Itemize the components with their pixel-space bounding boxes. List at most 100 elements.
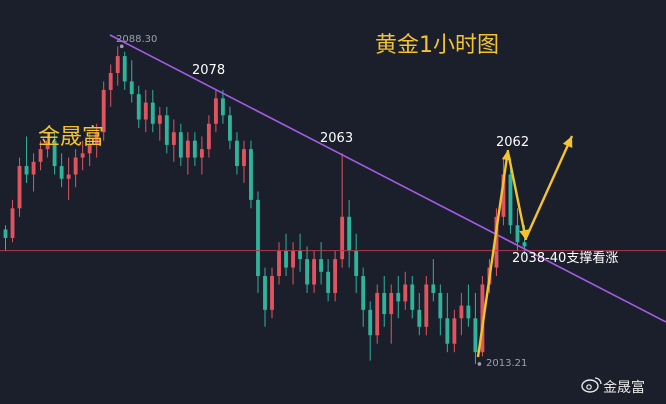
candle-body xyxy=(73,157,78,175)
annotation-label: 2088.30 xyxy=(116,34,157,45)
candle-body xyxy=(389,292,394,315)
candle xyxy=(192,132,197,167)
candle-body xyxy=(403,284,408,302)
candle xyxy=(494,208,499,277)
candle-body xyxy=(164,115,169,145)
annotation-label: 2038-40支撑看涨 xyxy=(512,250,618,266)
candle xyxy=(368,301,373,361)
candle-body xyxy=(312,259,317,285)
candle xyxy=(410,276,415,319)
candle-body xyxy=(438,292,443,319)
candle-body xyxy=(319,259,324,272)
candle-body xyxy=(396,292,401,302)
candle xyxy=(94,123,99,158)
candle-body xyxy=(333,259,338,293)
candle xyxy=(340,153,345,268)
candle xyxy=(199,136,204,175)
candle-body xyxy=(80,153,85,158)
candle-body xyxy=(501,174,506,217)
annotation-label: 2078 xyxy=(192,63,225,78)
weibo-icon xyxy=(581,377,602,393)
candle-body xyxy=(38,149,43,162)
candle-body xyxy=(298,250,302,260)
candle-body xyxy=(150,102,155,124)
candle xyxy=(17,157,22,217)
chart-title: 黄金1小时图 xyxy=(375,33,499,58)
candle xyxy=(333,250,338,302)
candle-body xyxy=(235,140,239,167)
candle xyxy=(445,292,450,353)
candle xyxy=(382,276,387,327)
candle xyxy=(3,225,8,251)
candle xyxy=(291,242,295,285)
candle-body xyxy=(228,115,232,141)
candle-body xyxy=(326,271,331,293)
candle-body xyxy=(445,318,450,344)
candle xyxy=(501,157,506,226)
candle xyxy=(220,89,225,124)
candle-body xyxy=(122,56,127,82)
candle-body xyxy=(87,144,92,154)
annotation-label: 2063 xyxy=(320,131,353,146)
candle-body xyxy=(494,216,499,268)
candle xyxy=(354,233,359,293)
candle xyxy=(87,132,92,167)
candle-body xyxy=(270,276,274,310)
candle-body xyxy=(213,98,218,124)
candle-body xyxy=(361,276,366,310)
candle-body xyxy=(192,140,197,158)
candle-body xyxy=(277,250,281,277)
candle-body xyxy=(17,166,22,209)
candle xyxy=(24,136,29,183)
candle xyxy=(185,132,190,175)
candle-body xyxy=(45,140,50,150)
candle-body xyxy=(515,225,520,243)
candle-body xyxy=(452,318,457,344)
candle-body xyxy=(424,284,429,327)
candle xyxy=(73,149,78,188)
candle xyxy=(459,292,464,336)
candle xyxy=(115,46,120,86)
candle xyxy=(122,51,127,90)
candle-body xyxy=(410,284,415,310)
candle-body xyxy=(305,259,310,285)
arrows xyxy=(476,135,574,358)
candle-body xyxy=(284,250,288,268)
candle xyxy=(466,284,471,327)
candle-body xyxy=(199,149,204,158)
candle-body xyxy=(354,250,359,277)
candle xyxy=(270,267,274,319)
candle xyxy=(136,85,141,128)
candle-body xyxy=(368,309,373,336)
candle-body xyxy=(206,123,211,150)
candle xyxy=(242,140,246,183)
candle-body xyxy=(263,276,267,310)
candle-body xyxy=(459,305,464,319)
candle xyxy=(347,199,352,268)
candle-body xyxy=(220,98,225,116)
candle xyxy=(473,292,478,364)
watermark-label: 金晟富 xyxy=(603,379,645,396)
candle xyxy=(171,119,176,162)
candle-body xyxy=(347,216,352,251)
candle-body xyxy=(136,94,141,120)
candle xyxy=(312,250,317,293)
candle-body xyxy=(185,140,190,158)
candle xyxy=(424,276,429,336)
candle-body xyxy=(157,115,162,124)
trendline xyxy=(109,34,666,323)
candle-body xyxy=(108,72,113,90)
annotation-label: 2013.21 xyxy=(486,358,527,369)
candle xyxy=(129,60,134,103)
candle-body xyxy=(178,132,183,158)
candle xyxy=(206,115,211,158)
candle-body xyxy=(508,174,513,226)
candle xyxy=(80,140,85,171)
candle-body xyxy=(249,149,253,200)
candle-body xyxy=(52,140,57,167)
candle xyxy=(157,106,162,141)
annotation-label: 2062 xyxy=(496,135,529,150)
arrow-up-1-shaft xyxy=(476,149,510,358)
candle-body xyxy=(59,166,64,179)
